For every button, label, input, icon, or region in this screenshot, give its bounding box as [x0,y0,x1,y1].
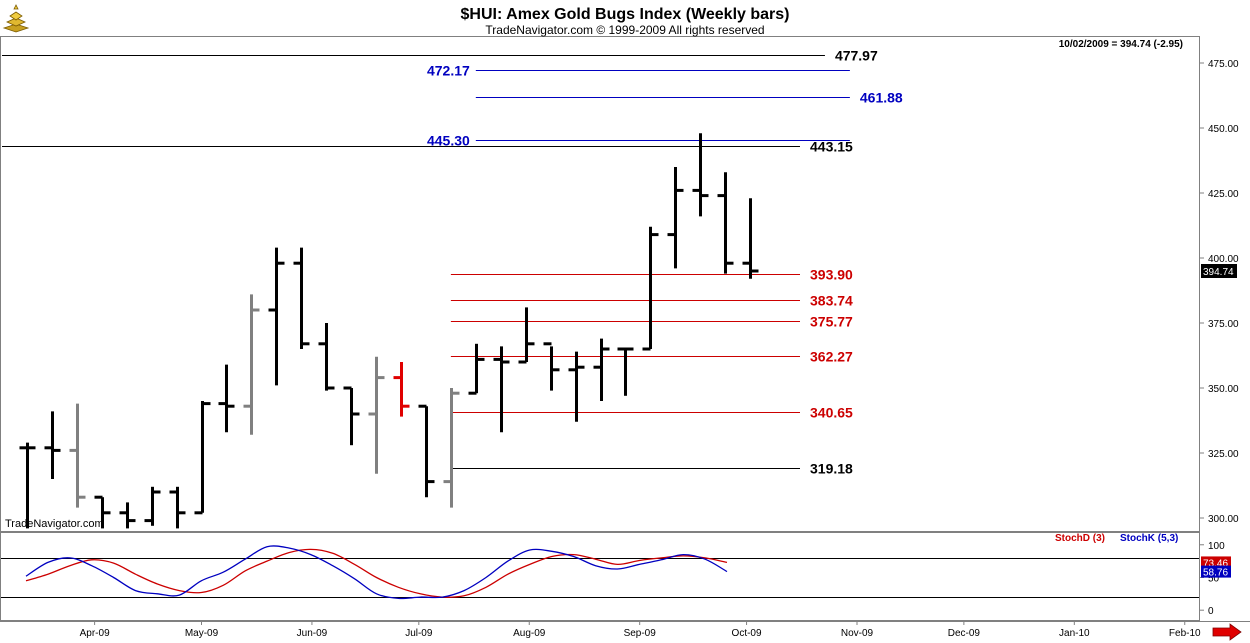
date-axis: Apr-09 May-09 Jun-09 Jul-09 Aug-09 Sep-09 Oct-… [80,621,1201,639]
date-tick-label: Feb-10 [1169,628,1201,639]
stoch-series [25,545,728,600]
ohlc-bar [144,486,161,526]
stoch-d-line [25,548,728,598]
level-label: 393.90 [810,267,853,283]
price-levels: 477.97 472.17 461.88 445.30 443.15 393.90 383.… [2,48,903,477]
ohlc-bar [468,343,485,395]
level-label: 319.18 [810,461,853,477]
date-tick-label: Apr-09 [80,628,110,639]
ohlc-bar [742,198,759,279]
stoch-panel-frame [0,532,1200,621]
last-price-label: 394.74 [1203,267,1234,278]
ohlc-bar [443,388,460,508]
price-tick-label: 325.00 [1208,449,1239,460]
date-tick-label: Jan-10 [1059,628,1090,639]
date-tick-label: Sep-09 [624,628,657,639]
ohlc-bar [169,486,186,529]
chart-title: $HUI: Amex Gold Bugs Index (Weekly bars) [461,6,790,23]
price-axis-ticks: 300.00 325.00 350.00 375.00 400.00 425.00 450.… [1199,59,1239,525]
ohlc-bar [268,247,285,386]
last-price-info: 10/02/2009 = 394.74 (-2.95) [1059,39,1183,50]
stoch-tick-label: 0 [1208,606,1214,617]
ohlc-bar [94,495,111,529]
stoch-legend-entry: StochK (5,3) [1120,533,1178,544]
chart-subtitle: TradeNavigator.com © 1999-2009 All right… [485,23,764,37]
last-price-box [1201,264,1237,278]
ohlc-bar [69,403,86,508]
watermark: TradeNavigator.com [5,518,104,530]
ohlc-bar [642,226,659,351]
ohlc-bars [19,133,759,529]
level-label: 477.97 [835,48,878,64]
ohlc-bar [717,172,734,274]
price-tick-label: 375.00 [1208,319,1239,330]
level-label: 340.65 [810,405,853,421]
stoch-reference-lines [1,558,1199,598]
ohlc-bar [243,294,260,435]
price-tick-label: 300.00 [1208,514,1239,525]
stoch-legend-entry: StochD (3) [1055,533,1105,544]
stoch-last-label: 58.76 [1203,568,1228,579]
ohlc-bar [518,307,535,364]
ohlc-bar [343,386,360,446]
arrow-right-icon[interactable] [1212,623,1242,641]
level-label: 383.74 [810,293,853,309]
ohlc-bar [418,404,435,498]
ohlc-bar [218,364,235,433]
date-tick-label: May-09 [185,628,219,639]
ohlc-bar [617,347,634,396]
date-tick-label: Nov-09 [841,628,874,639]
stoch-last-label: 73.46 [1203,558,1228,569]
price-panel-frame [0,36,1200,532]
level-label: 362.27 [810,349,853,365]
level-label: 445.30 [427,133,470,149]
price-tick-label: 475.00 [1208,59,1239,70]
ohlc-bar [593,338,610,401]
price-tick-label: 350.00 [1208,384,1239,395]
level-label: 443.15 [810,139,853,155]
date-tick-label: Jul-09 [405,628,433,639]
ohlc-bar [293,247,310,349]
stoch-legend: StochD (3) StochK (5,3) [1055,533,1178,544]
price-tick-label: 450.00 [1208,124,1239,135]
date-tick-label: Jun-09 [297,628,328,639]
ohlc-bar [543,342,560,391]
date-tick-label: Aug-09 [513,628,546,639]
ohlc-bar [194,401,211,515]
stoch-k-line [25,545,728,600]
ohlc-bar [667,167,684,269]
ohlc-bar [119,502,136,529]
ohlc-bar [368,356,385,474]
price-tick-label: 400.00 [1208,254,1239,265]
stoch-axis-ticks: 0 50 100 [1199,541,1225,617]
level-label: 472.17 [427,63,470,79]
ohlc-bar [44,411,61,479]
level-label: 375.77 [810,314,853,330]
ohlc-bar [393,362,410,417]
ohlc-bar [568,351,585,422]
price-tick-label: 425.00 [1208,189,1239,200]
date-tick-label: Dec-09 [948,628,981,639]
ohlc-bar [318,323,335,391]
gold-bars-icon [2,4,30,33]
ohlc-bar [19,442,36,529]
ohlc-bar [692,133,709,217]
date-tick-label: Oct-09 [732,628,762,639]
level-label: 461.88 [860,90,903,106]
last-price-marker: 394.74 [1201,264,1237,278]
stoch-tick-label: 100 [1208,541,1225,552]
stoch-last-box [1201,565,1231,578]
stoch-last-box [1201,556,1231,569]
ohlc-bar [493,346,510,433]
stoch-tick-label: 50 [1208,573,1220,584]
